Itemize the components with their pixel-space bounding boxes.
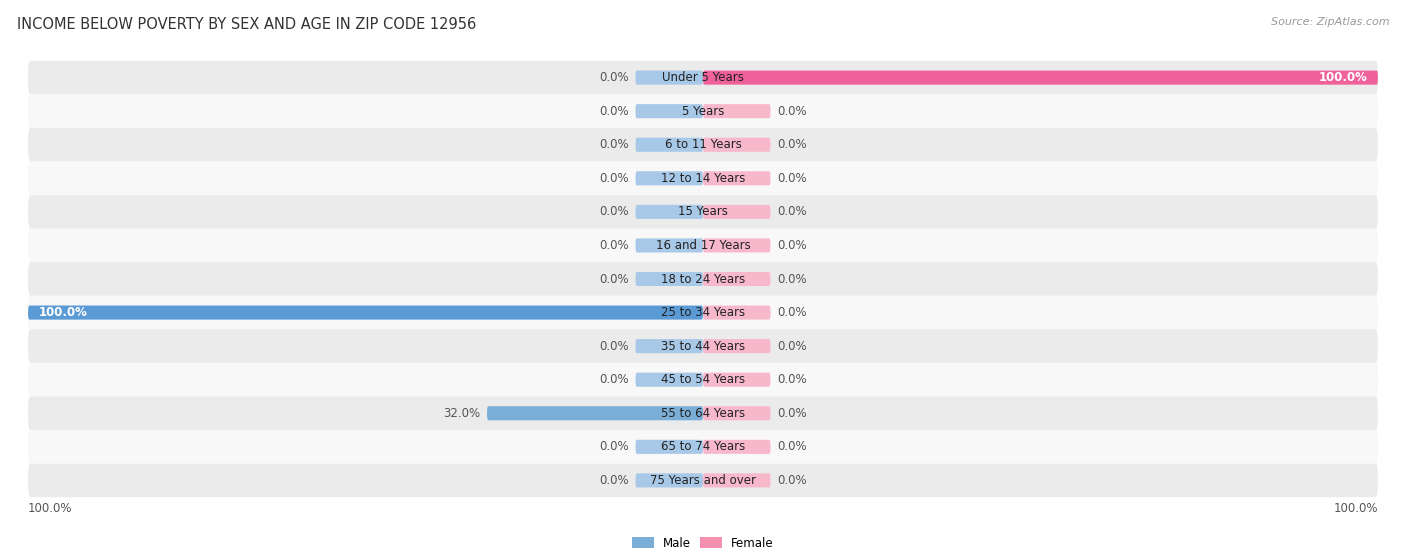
Text: 0.0%: 0.0% xyxy=(599,440,628,453)
Text: 15 Years: 15 Years xyxy=(678,205,728,218)
Text: 16 and 17 Years: 16 and 17 Years xyxy=(655,239,751,252)
Text: 0.0%: 0.0% xyxy=(599,138,628,151)
Text: 0.0%: 0.0% xyxy=(599,105,628,118)
Text: 100.0%: 100.0% xyxy=(38,306,87,319)
FancyBboxPatch shape xyxy=(636,171,703,185)
FancyBboxPatch shape xyxy=(28,306,703,320)
FancyBboxPatch shape xyxy=(636,138,703,152)
FancyBboxPatch shape xyxy=(703,440,770,454)
FancyBboxPatch shape xyxy=(28,262,1378,296)
Text: 0.0%: 0.0% xyxy=(778,172,807,185)
Text: 25 to 34 Years: 25 to 34 Years xyxy=(661,306,745,319)
FancyBboxPatch shape xyxy=(486,406,703,420)
FancyBboxPatch shape xyxy=(703,238,770,252)
Text: 18 to 24 Years: 18 to 24 Years xyxy=(661,272,745,286)
Text: 100.0%: 100.0% xyxy=(1319,71,1368,84)
Text: 12 to 14 Years: 12 to 14 Years xyxy=(661,172,745,185)
FancyBboxPatch shape xyxy=(703,373,770,387)
FancyBboxPatch shape xyxy=(636,272,703,286)
FancyBboxPatch shape xyxy=(28,363,1378,397)
FancyBboxPatch shape xyxy=(636,373,703,387)
Text: 32.0%: 32.0% xyxy=(443,407,481,420)
Text: Under 5 Years: Under 5 Years xyxy=(662,71,744,84)
FancyBboxPatch shape xyxy=(28,161,1378,195)
FancyBboxPatch shape xyxy=(703,171,770,185)
Text: 0.0%: 0.0% xyxy=(599,474,628,487)
Text: 0.0%: 0.0% xyxy=(778,272,807,286)
FancyBboxPatch shape xyxy=(703,70,1378,85)
Text: 55 to 64 Years: 55 to 64 Years xyxy=(661,407,745,420)
Text: 0.0%: 0.0% xyxy=(778,239,807,252)
FancyBboxPatch shape xyxy=(636,440,703,454)
FancyBboxPatch shape xyxy=(703,339,770,353)
Text: 65 to 74 Years: 65 to 74 Years xyxy=(661,440,745,453)
FancyBboxPatch shape xyxy=(703,138,770,152)
FancyBboxPatch shape xyxy=(703,104,770,118)
Text: 0.0%: 0.0% xyxy=(778,474,807,487)
Text: 0.0%: 0.0% xyxy=(599,239,628,252)
FancyBboxPatch shape xyxy=(703,306,770,320)
FancyBboxPatch shape xyxy=(28,94,1378,128)
Text: 0.0%: 0.0% xyxy=(778,440,807,453)
Text: 0.0%: 0.0% xyxy=(778,407,807,420)
FancyBboxPatch shape xyxy=(28,61,1378,94)
FancyBboxPatch shape xyxy=(636,339,703,353)
Text: 0.0%: 0.0% xyxy=(599,172,628,185)
FancyBboxPatch shape xyxy=(703,473,770,488)
FancyBboxPatch shape xyxy=(703,205,770,219)
Text: 0.0%: 0.0% xyxy=(599,340,628,353)
FancyBboxPatch shape xyxy=(703,406,770,420)
Text: 5 Years: 5 Years xyxy=(682,105,724,118)
FancyBboxPatch shape xyxy=(28,329,1378,363)
Text: 100.0%: 100.0% xyxy=(1333,502,1378,515)
FancyBboxPatch shape xyxy=(28,397,1378,430)
FancyBboxPatch shape xyxy=(28,430,1378,464)
FancyBboxPatch shape xyxy=(636,70,703,85)
Text: 0.0%: 0.0% xyxy=(778,205,807,218)
Text: 0.0%: 0.0% xyxy=(599,205,628,218)
Legend: Male, Female: Male, Female xyxy=(627,532,779,554)
Text: 0.0%: 0.0% xyxy=(778,306,807,319)
Text: 0.0%: 0.0% xyxy=(778,373,807,386)
Text: 35 to 44 Years: 35 to 44 Years xyxy=(661,340,745,353)
Text: Source: ZipAtlas.com: Source: ZipAtlas.com xyxy=(1271,17,1389,27)
Text: 6 to 11 Years: 6 to 11 Years xyxy=(665,138,741,151)
Text: 45 to 54 Years: 45 to 54 Years xyxy=(661,373,745,386)
Text: 0.0%: 0.0% xyxy=(599,71,628,84)
FancyBboxPatch shape xyxy=(636,104,703,118)
Text: 75 Years and over: 75 Years and over xyxy=(650,474,756,487)
FancyBboxPatch shape xyxy=(703,272,770,286)
Text: 0.0%: 0.0% xyxy=(599,373,628,386)
FancyBboxPatch shape xyxy=(28,229,1378,262)
FancyBboxPatch shape xyxy=(28,128,1378,161)
FancyBboxPatch shape xyxy=(28,296,1378,329)
FancyBboxPatch shape xyxy=(636,473,703,488)
FancyBboxPatch shape xyxy=(28,464,1378,497)
FancyBboxPatch shape xyxy=(28,195,1378,229)
Text: 0.0%: 0.0% xyxy=(778,138,807,151)
FancyBboxPatch shape xyxy=(636,205,703,219)
Text: 0.0%: 0.0% xyxy=(778,105,807,118)
Text: INCOME BELOW POVERTY BY SEX AND AGE IN ZIP CODE 12956: INCOME BELOW POVERTY BY SEX AND AGE IN Z… xyxy=(17,17,477,32)
FancyBboxPatch shape xyxy=(636,238,703,252)
Text: 0.0%: 0.0% xyxy=(778,340,807,353)
Text: 0.0%: 0.0% xyxy=(599,272,628,286)
Text: 100.0%: 100.0% xyxy=(28,502,73,515)
